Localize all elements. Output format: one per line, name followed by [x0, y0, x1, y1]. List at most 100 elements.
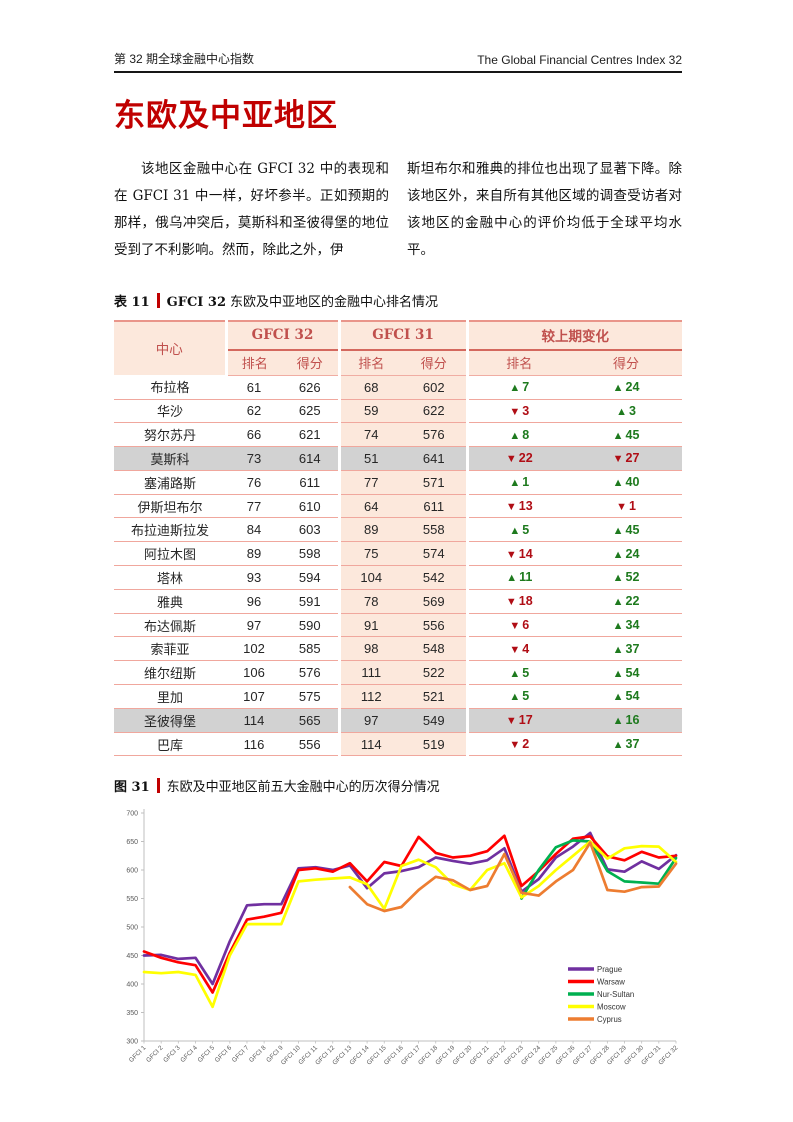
score-gfci31-cell: 641 [402, 446, 468, 471]
change-value: 14 [518, 546, 533, 561]
rank-gfci32-cell: 62 [226, 399, 282, 424]
body-text: 该地区金融中心在 GFCI 32 中的表现和在 GFCI 31 中一样，好坏参半… [114, 156, 682, 265]
score-change-cell: ▲ 24 [570, 541, 683, 567]
header-left-text: 第 32 期全球金融中心指数 [114, 52, 255, 66]
rank-change-cell: ▲ 1 [465, 470, 571, 495]
rank-gfci31-cell: 98 [337, 636, 403, 662]
rank-change-cell: ▲ 5 [465, 684, 571, 709]
city-cell: 圣彼得堡 [114, 708, 226, 733]
up-triangle-icon: ▲ [612, 596, 624, 609]
change-value: 24 [625, 546, 640, 561]
score-change-cell: ▲ 45 [570, 422, 683, 448]
up-triangle-icon: ▲ [612, 572, 624, 585]
down-triangle-icon: ▼ [505, 596, 517, 609]
rank-gfci31-cell: 104 [337, 565, 403, 590]
score-gfci31-cell: 602 [402, 375, 468, 400]
down-triangle-icon: ▼ [505, 453, 517, 466]
score-gfci32-cell: 610 [282, 494, 340, 519]
city-cell: 巴库 [114, 732, 226, 757]
paragraph-column-2: 斯坦布尔和雅典的排位也出现了显著下降。除该地区外，来自所有其他区域的调查受访者对… [407, 160, 682, 259]
table-row: 华沙 62 625 59 622 ▼ 3 ▲ 3 [114, 399, 683, 424]
y-axis-tick-label: 650 [126, 839, 138, 846]
score-gfci31-cell: 576 [402, 422, 468, 448]
rank-gfci31-cell: 114 [337, 732, 403, 757]
change-value: 1 [629, 499, 636, 514]
rank-gfci32-cell: 116 [226, 732, 282, 757]
change-value: 52 [625, 570, 640, 585]
score-gfci32-cell: 603 [282, 517, 340, 543]
table-body: 布拉格 61 626 68 602 ▲ 7 ▲ 24 华沙 62 625 59 622 ▼ 3 ▲ 3 努尔苏丹 66… [114, 375, 683, 757]
paragraph-column-1: 该地区金融中心在 GFCI 32 中的表现和在 GFCI 31 中一样，好坏参半… [114, 160, 389, 259]
change-value: 3 [629, 403, 636, 418]
down-triangle-icon: ▼ [505, 715, 517, 728]
score-change-cell: ▲ 34 [570, 613, 683, 638]
up-triangle-icon: ▲ [509, 382, 521, 395]
score-gfci32-cell: 590 [282, 613, 340, 638]
subheader-rank-change: 排名 [465, 349, 571, 376]
y-axis-tick-label: 350 [126, 1010, 138, 1017]
change-value: 22 [518, 451, 533, 466]
city-cell: 塔林 [114, 565, 226, 590]
rank-gfci32-cell: 114 [226, 708, 282, 733]
change-value: 18 [518, 594, 533, 609]
change-value: 11 [519, 570, 533, 585]
score-gfci32-cell: 621 [282, 422, 340, 448]
change-value: 37 [625, 737, 640, 752]
table-row: 巴库 116 556 114 519 ▼ 2 ▲ 37 [114, 732, 683, 757]
change-value: 17 [518, 713, 533, 728]
change-value: 22 [625, 594, 640, 609]
score-gfci31-cell: 549 [402, 708, 468, 733]
up-triangle-icon: ▲ [509, 691, 521, 704]
change-value: 27 [625, 451, 640, 466]
change-value: 45 [625, 427, 640, 442]
rank-change-cell: ▲ 8 [465, 422, 571, 448]
series-line-warsaw [142, 834, 678, 995]
change-value: 2 [522, 737, 530, 752]
series-line-moscow [142, 840, 678, 1009]
x-axis-tick-label: GFCI 2 [145, 1045, 165, 1065]
up-triangle-icon: ▲ [612, 524, 624, 537]
x-axis-tick-label: GFCI 1 [128, 1045, 148, 1065]
up-triangle-icon: ▲ [612, 477, 624, 490]
rank-change-cell: ▼ 18 [465, 589, 571, 614]
caption-divider-bar [156, 778, 160, 794]
score-change-cell: ▲ 22 [570, 589, 683, 614]
change-value: 5 [522, 665, 530, 680]
score-gfci31-cell: 548 [402, 636, 468, 662]
table-caption: 表 11 GFCI 32 东欧及中亚地区的金融中心排名情况 [114, 291, 682, 310]
city-cell: 努尔苏丹 [114, 422, 226, 448]
table-row: 塞浦路斯 76 611 77 571 ▲ 1 ▲ 40 [114, 470, 683, 495]
change-value: 1 [522, 475, 530, 490]
rank-gfci31-cell: 97 [337, 708, 403, 733]
y-axis-tick-label: 600 [126, 868, 138, 875]
score-gfci31-cell: 611 [402, 494, 468, 519]
city-cell: 布拉格 [114, 375, 226, 400]
rank-change-cell: ▼ 13 [465, 494, 571, 519]
rank-gfci32-cell: 89 [226, 541, 282, 567]
rank-change-cell: ▲ 11 [465, 565, 571, 590]
column-group-change: 较上期变化 [465, 320, 683, 351]
subheader-score-change: 得分 [570, 349, 683, 376]
table-row: 圣彼得堡 114 565 97 549 ▼ 17 ▲ 16 [114, 708, 683, 733]
series-line-cyprus [348, 841, 678, 913]
rank-gfci32-cell: 96 [226, 589, 282, 614]
score-gfci31-cell: 571 [402, 470, 468, 495]
score-gfci32-cell: 611 [282, 470, 340, 495]
up-triangle-icon: ▲ [612, 620, 624, 633]
score-gfci31-cell: 519 [402, 732, 468, 757]
score-gfci32-cell: 565 [282, 708, 340, 733]
change-value: 24 [625, 380, 640, 395]
subheader-rank-gfci31: 排名 [337, 349, 403, 376]
subheader-rank-gfci32: 排名 [224, 349, 282, 376]
score-gfci32-cell: 591 [282, 589, 340, 614]
table-row: 伊斯坦布尔 77 610 64 611 ▼ 13 ▼ 1 [114, 494, 683, 519]
column-group-gfci31: GFCI 31 [337, 320, 468, 351]
table-row: 雅典 96 591 78 569 ▼ 18 ▲ 22 [114, 589, 683, 614]
score-gfci32-cell: 585 [282, 636, 340, 662]
score-change-cell: ▲ 40 [570, 470, 683, 495]
down-triangle-icon: ▼ [616, 501, 627, 514]
rank-gfci32-cell: 66 [226, 422, 282, 448]
score-gfci31-cell: 574 [402, 541, 468, 567]
